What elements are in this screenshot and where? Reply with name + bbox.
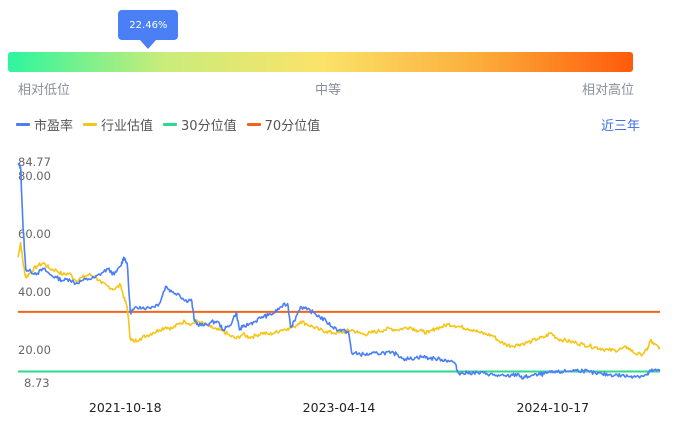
- chart-legend: 市盈率 行业估值 30分位值 70分位值: [16, 115, 320, 134]
- tooltip-pointer: [140, 40, 157, 49]
- period-selector[interactable]: 近三年: [600, 119, 640, 134]
- y-tick-label: 84.77: [18, 155, 51, 169]
- legend-label-pe: 市盈率: [34, 119, 74, 134]
- percentile-tooltip: 22.46%: [118, 10, 179, 40]
- chart-lines: [17, 163, 661, 380]
- y-tick-label: 20.00: [18, 343, 51, 357]
- legend-swatch-industry: [83, 123, 98, 126]
- percentile-value: 22.46%: [129, 19, 168, 31]
- legend-item-p30[interactable]: 30分位值: [163, 115, 237, 134]
- y-tick-label: 60.00: [18, 227, 51, 241]
- y-tick-label: 80.00: [18, 169, 51, 183]
- scale-label-low: 相对低位: [18, 83, 71, 98]
- scale-label-high: 相对高位: [582, 83, 635, 98]
- y-tick-label: 40.00: [18, 285, 51, 299]
- x-tick-label: 2023-04-14: [303, 400, 376, 415]
- x-axis-ticks: 2021-10-18 2023-04-14 2024-10-17: [89, 400, 589, 415]
- x-tick-label: 2024-10-17: [516, 400, 589, 415]
- legend-label-p30: 30分位值: [181, 119, 237, 134]
- y-tick-label: 8.73: [24, 376, 50, 390]
- legend-item-p70[interactable]: 70分位值: [246, 115, 321, 134]
- legend-item-pe[interactable]: 市盈率: [16, 115, 73, 134]
- legend-swatch-p30: [163, 123, 178, 126]
- legend-swatch-pe: [16, 123, 30, 126]
- legend-label-p70: 70分位值: [264, 119, 321, 134]
- industry-valuation-line: [17, 241, 661, 357]
- scale-label-mid: 中等: [315, 83, 342, 98]
- legend-label-industry: 行业估值: [101, 119, 154, 134]
- legend-swatch-p70: [246, 123, 261, 126]
- valuation-gradient-bar: [8, 52, 633, 72]
- x-tick-label: 2021-10-18: [89, 400, 162, 415]
- pe-ratio-line: [17, 163, 661, 380]
- legend-item-industry[interactable]: 行业估值: [83, 115, 153, 134]
